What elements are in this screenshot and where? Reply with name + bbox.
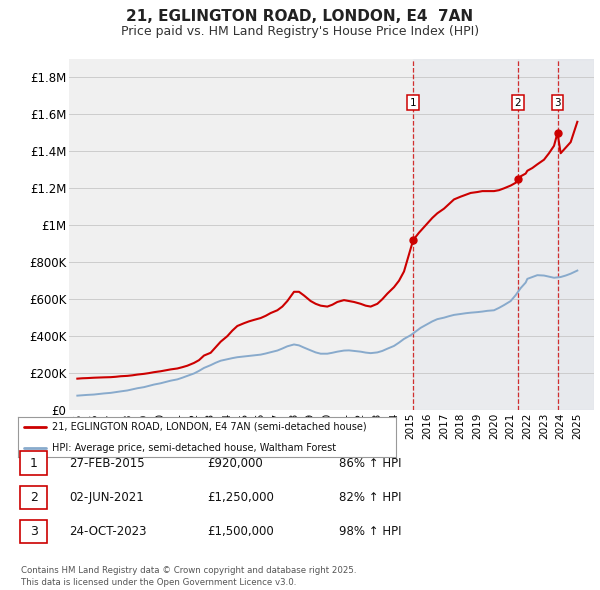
Bar: [518, 59, 557, 410]
Text: 86% ↑ HPI: 86% ↑ HPI: [339, 457, 401, 470]
Text: £1,250,000: £1,250,000: [207, 491, 274, 504]
Text: 3: 3: [29, 525, 38, 538]
Text: 3: 3: [554, 98, 561, 108]
Text: 1: 1: [29, 457, 38, 470]
Bar: [413, 59, 518, 410]
Text: 2: 2: [514, 98, 521, 108]
Text: 02-JUN-2021: 02-JUN-2021: [69, 491, 144, 504]
Text: 82% ↑ HPI: 82% ↑ HPI: [339, 491, 401, 504]
Bar: [557, 59, 594, 410]
Text: 27-FEB-2015: 27-FEB-2015: [69, 457, 145, 470]
Text: Price paid vs. HM Land Registry's House Price Index (HPI): Price paid vs. HM Land Registry's House …: [121, 25, 479, 38]
Text: Contains HM Land Registry data © Crown copyright and database right 2025.
This d: Contains HM Land Registry data © Crown c…: [21, 566, 356, 587]
Text: HPI: Average price, semi-detached house, Waltham Forest: HPI: Average price, semi-detached house,…: [52, 442, 336, 453]
Text: £920,000: £920,000: [207, 457, 263, 470]
Text: 98% ↑ HPI: 98% ↑ HPI: [339, 525, 401, 538]
Text: £1,500,000: £1,500,000: [207, 525, 274, 538]
Text: 1: 1: [410, 98, 416, 108]
Text: 24-OCT-2023: 24-OCT-2023: [69, 525, 146, 538]
Text: 21, EGLINGTON ROAD, LONDON, E4 7AN (semi-detached house): 21, EGLINGTON ROAD, LONDON, E4 7AN (semi…: [52, 422, 367, 432]
Text: 21, EGLINGTON ROAD, LONDON, E4  7AN: 21, EGLINGTON ROAD, LONDON, E4 7AN: [127, 9, 473, 24]
Text: 2: 2: [29, 491, 38, 504]
